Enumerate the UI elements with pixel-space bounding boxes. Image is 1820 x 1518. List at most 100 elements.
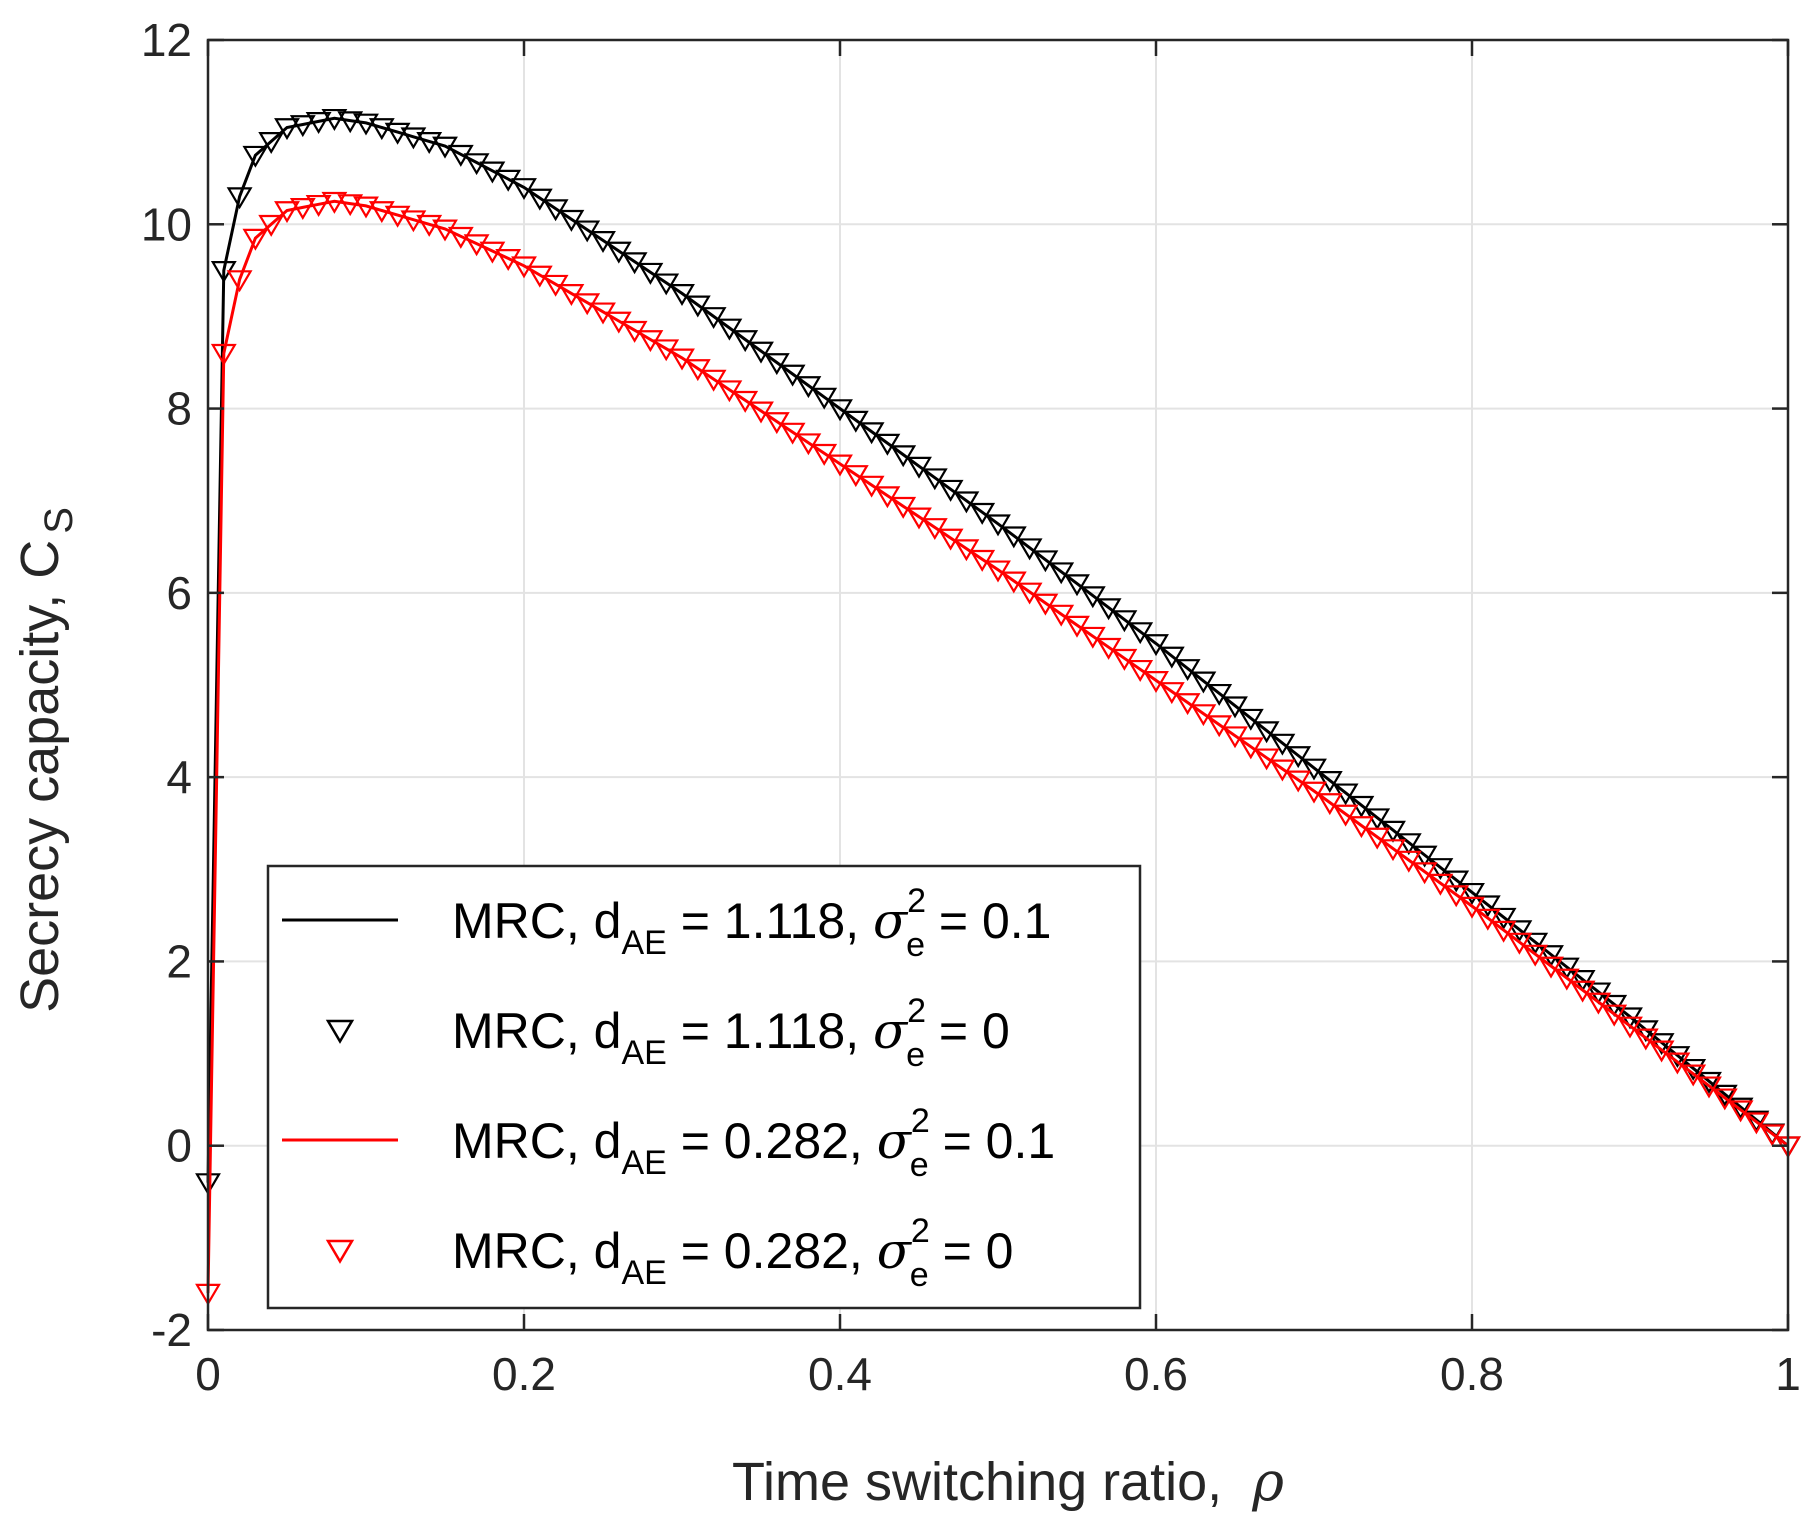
ticks [206,38,1790,1332]
triangle-marker [1285,770,1312,793]
triangle-marker [1190,671,1217,694]
triangle-marker [890,496,917,519]
triangle-marker [1490,920,1517,943]
triangle-marker [1427,873,1454,896]
x-tick-labels: 0 0.2 0.4 0.6 0.8 1 [195,1348,1801,1400]
legend-label: MRC, dAE = 1.118, σ2 e = 0.1 [452,882,1052,964]
legend-entry-1: MRC, dAE = 1.118, σ2 e = 0.1 [282,882,1052,964]
triangle-marker [842,465,869,488]
triangle-marker [1143,634,1169,657]
triangle-marker [858,475,885,498]
y-tick-label: 8 [166,383,192,435]
triangle-marker [937,479,964,502]
triangle-marker [1617,1016,1643,1039]
triangle-marker [1711,1088,1738,1111]
triangle-marker [226,187,253,210]
triangle-marker [700,307,727,330]
x-axis-label: Time switching ratio, ρ [732,1450,1284,1513]
triangle-marker [795,376,822,399]
triangle-marker [274,118,300,141]
triangle-marker [353,196,379,219]
x-tick-label: 1 [1775,1348,1801,1400]
triangle-marker [1064,615,1090,638]
x-tick-label: 0.4 [808,1348,872,1400]
triangle-marker [1364,827,1391,850]
x-tick-label: 0.6 [1124,1348,1188,1400]
triangle-marker [1411,845,1438,868]
triangle-marker [1316,793,1343,816]
triangle-marker [1301,781,1327,804]
triangle-marker [337,194,364,217]
y-tick-label: 6 [166,567,192,619]
triangle-marker [1032,550,1059,573]
triangle-marker [985,560,1011,583]
triangle-marker [1016,582,1043,605]
triangle-marker [1269,733,1296,756]
y-tick-label: 12 [141,14,192,66]
triangle-marker [1506,932,1533,955]
triangle-marker [416,132,443,154]
triangle-marker [1111,648,1138,671]
triangle-marker [289,198,316,221]
triangle-marker [700,369,727,392]
triangle-marker [1174,693,1201,716]
triangle-marker [748,401,774,424]
triangle-marker [1000,571,1027,594]
triangle-marker [669,284,695,307]
triangle-marker [1222,726,1248,749]
triangle-marker [1016,538,1043,561]
triangle-marker [1253,748,1280,771]
triangle-marker [1474,908,1501,931]
triangle-marker [1253,721,1280,744]
triangle-marker [969,502,996,525]
triangle-marker [242,228,269,251]
triangle-marker [653,273,680,296]
triangle-marker [1158,646,1185,669]
triangle-marker [226,270,253,293]
triangle-marker [1585,992,1612,1015]
triangle-marker [1174,659,1201,682]
triangle-marker [953,491,980,514]
y-axis-label: Secrecy capacity, CS [10,507,81,1013]
triangle-marker [1127,622,1154,645]
triangle-marker [795,433,822,456]
series-4 [195,191,1801,1306]
triangle-marker [906,456,932,479]
triangle-marker [1443,885,1470,908]
triangle-marker [763,353,790,376]
triangle-marker [1696,1076,1722,1099]
triangle-marker [526,188,553,211]
triangle-marker [1727,1097,1754,1120]
triangle-marker [1743,1112,1770,1135]
triangle-marker [842,410,869,433]
triangle-marker [1237,708,1264,731]
triangle-marker [1427,858,1454,881]
triangle-marker [1538,945,1564,968]
triangle-marker [321,108,348,131]
triangle-marker [716,318,743,341]
triangle-marker [1522,944,1549,967]
triangle-marker [1316,771,1343,793]
y-tick-labels: -2 0 2 4 6 8 10 12 [141,14,192,1356]
triangle-marker [274,201,300,224]
triangle-marker [210,343,237,366]
legend-label: MRC, dAE = 0.282, σ2 e = 0.1 [452,1102,1055,1184]
triangle-marker [890,445,917,468]
triangle-marker [511,178,537,201]
triangle-marker [763,412,790,435]
triangle-marker [1459,882,1485,905]
triangle-marker [1190,704,1217,727]
triangle-marker [921,518,948,541]
x-tick-label: 0 [195,1348,221,1400]
triangle-marker [779,422,806,445]
triangle-marker [1048,562,1075,585]
triangle-marker [1348,816,1375,839]
series-2 [195,108,1801,1196]
triangle-marker [368,201,395,224]
triangle-marker [669,348,695,371]
triangle-marker [1301,758,1327,781]
triangle-marker [1269,759,1296,782]
triangle-marker [590,231,616,254]
y-tick-label: 2 [166,935,192,987]
